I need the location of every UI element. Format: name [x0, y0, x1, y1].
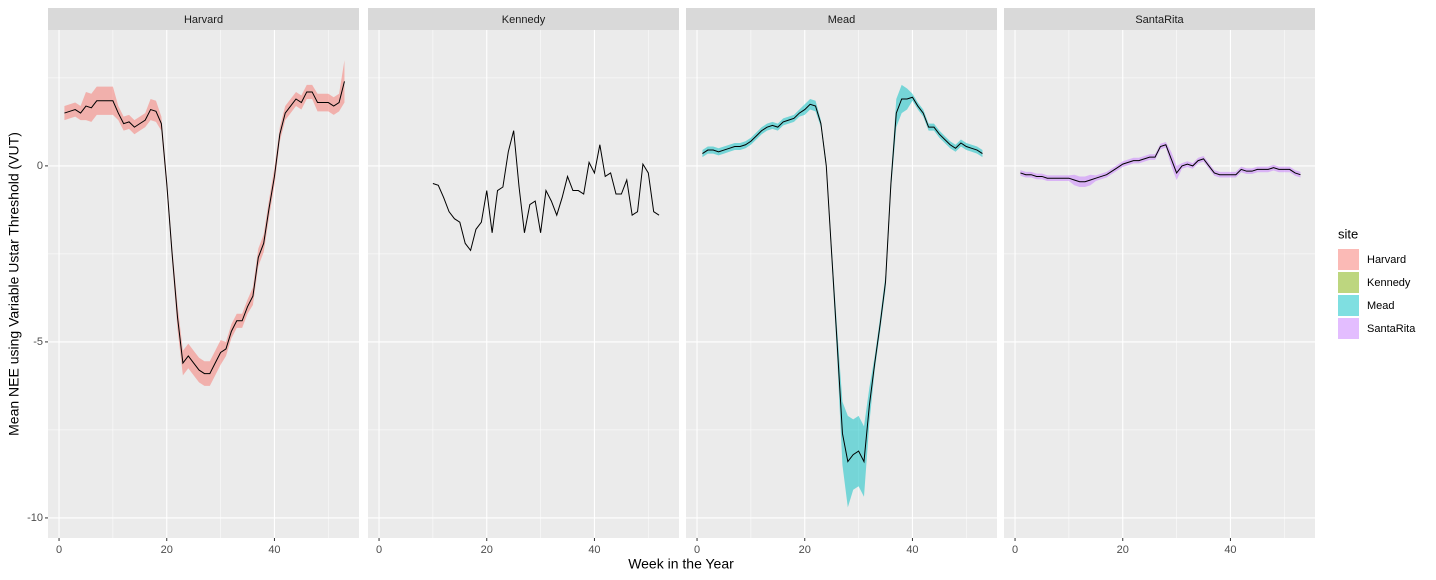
- x-tick-label: 0: [376, 544, 382, 556]
- ribbon: [702, 84, 983, 508]
- strip: [686, 8, 997, 30]
- x-tick-label: 20: [799, 544, 811, 556]
- x-tick-label: 40: [1224, 544, 1236, 556]
- line: [432, 130, 660, 252]
- strip: [368, 8, 679, 30]
- legend-label: SantaRita: [1367, 323, 1416, 335]
- y-tick-label: 0: [37, 160, 43, 172]
- x-tick-label: 20: [481, 544, 493, 556]
- panel: [368, 30, 679, 538]
- strip: [48, 8, 359, 30]
- y-axis-title: Mean NEE using Variable Ustar Threshold …: [6, 132, 22, 436]
- x-axis-title: Week in the Year: [628, 556, 734, 572]
- panel: [1004, 30, 1315, 538]
- ribbon: [64, 60, 345, 386]
- strip-label: Mead: [828, 14, 856, 26]
- legend-key: [1338, 272, 1359, 293]
- legend-label: Harvard: [1367, 254, 1406, 266]
- x-tick-label: 0: [1012, 544, 1018, 556]
- line: [1020, 144, 1301, 183]
- x-tick-label: 0: [56, 544, 62, 556]
- x-tick-label: 20: [1117, 544, 1129, 556]
- legend-label: Kennedy: [1367, 277, 1411, 289]
- x-tick-label: 40: [588, 544, 600, 556]
- x-tick-label: 20: [161, 544, 173, 556]
- ribbon: [1020, 141, 1301, 188]
- x-tick-label: 40: [268, 544, 280, 556]
- strip-label: Kennedy: [502, 14, 546, 26]
- line: [64, 81, 345, 375]
- x-tick-label: 0: [694, 544, 700, 556]
- strip: [1004, 8, 1315, 30]
- legend-label: Mead: [1367, 300, 1395, 312]
- legend-key: [1338, 249, 1359, 270]
- strip-label: Harvard: [184, 14, 223, 26]
- legend-key: [1338, 295, 1359, 316]
- legend-key: [1338, 318, 1359, 339]
- strip-label: SantaRita: [1135, 14, 1184, 26]
- line: [702, 96, 983, 464]
- legend-title: site: [1338, 226, 1358, 241]
- y-tick-label: -10: [27, 512, 43, 524]
- x-tick-label: 40: [906, 544, 918, 556]
- y-tick-label: -5: [33, 336, 43, 348]
- panel: [686, 30, 997, 538]
